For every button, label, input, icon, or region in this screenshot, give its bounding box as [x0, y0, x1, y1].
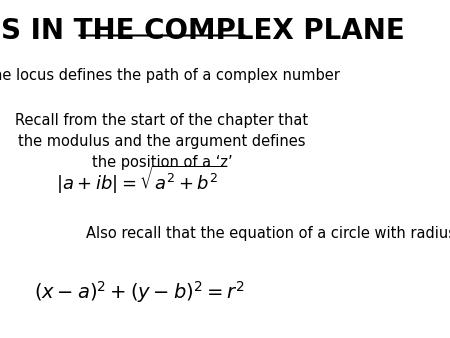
Text: $| a + ib |= \sqrt{a^2 + b^2}$: $| a + ib |= \sqrt{a^2 + b^2}$: [56, 164, 223, 196]
Text: Recall from the start of the chapter that
the modulus and the argument defines
t: Recall from the start of the chapter tha…: [15, 113, 308, 170]
Text: The locus defines the path of a complex number: The locus defines the path of a complex …: [0, 68, 340, 82]
Text: Also recall that the equation of a circle with radius ‘r’ and centre (a,b): Also recall that the equation of a circl…: [86, 226, 450, 241]
Text: $(x-a)^2 + (y-b)^2 = r^2$: $(x-a)^2 + (y-b)^2 = r^2$: [34, 279, 245, 305]
Text: LOCUS IN THE COMPLEX PLANE: LOCUS IN THE COMPLEX PLANE: [0, 17, 405, 45]
